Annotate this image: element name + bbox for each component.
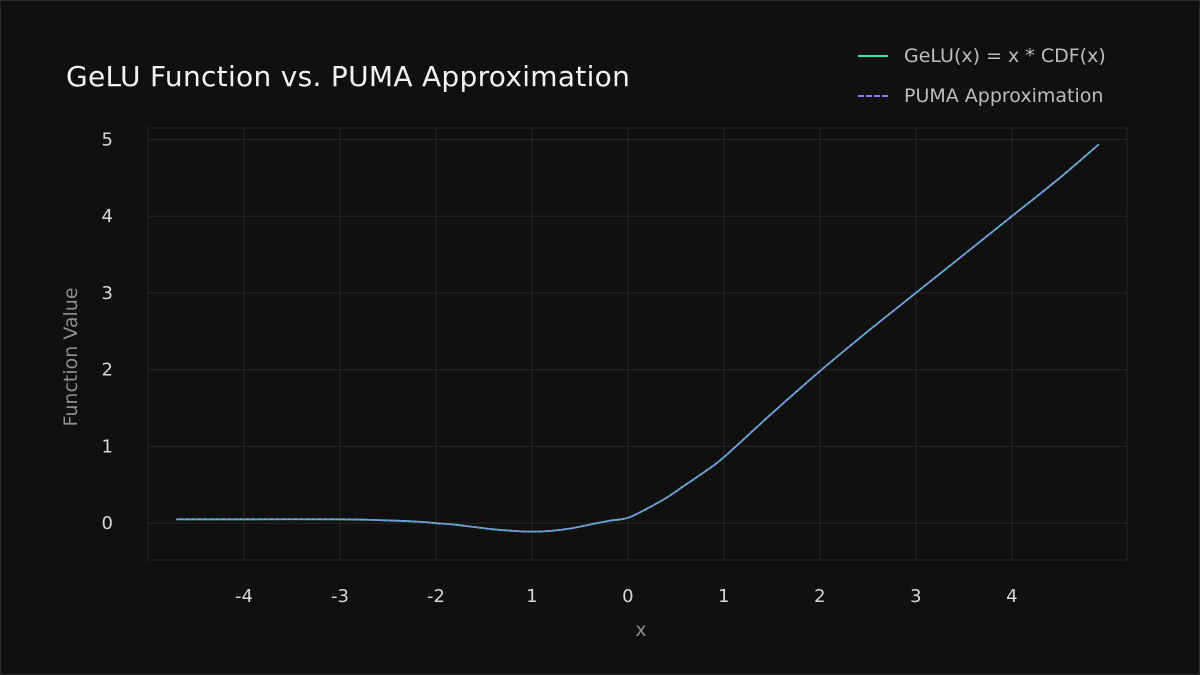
x-tick-label: 0 — [622, 586, 633, 607]
x-tick-label: -4 — [235, 586, 253, 607]
chart-title: GeLU Function vs. PUMA Approximation — [66, 60, 631, 93]
x-tick-label: -2 — [427, 586, 445, 607]
y-tick-label: 0 — [102, 513, 113, 534]
x-tick-labels: -4 -3 -2 1 0 1 2 3 4 — [235, 586, 1018, 607]
series-line-gelu — [175, 143, 1100, 533]
x-tick-label: 3 — [910, 586, 921, 607]
legend-swatch-puma — [858, 95, 888, 97]
legend-label-gelu: GeLU(x) = x * CDF(x) — [904, 45, 1106, 67]
plot-area-border — [147, 127, 1128, 561]
x-tick-label: 4 — [1006, 586, 1017, 607]
series-line-puma — [175, 144, 1100, 533]
y-tick-label: 3 — [102, 283, 113, 304]
y-tick-label: 5 — [102, 130, 113, 151]
legend-swatch-gelu — [858, 55, 888, 57]
x-tick-label: 1 — [718, 586, 729, 607]
x-axis-label: x — [635, 619, 646, 641]
y-tick-labels: 0 1 2 3 4 5 — [102, 130, 113, 535]
grid — [147, 127, 1128, 561]
legend-label-puma: PUMA Approximation — [904, 85, 1104, 107]
x-tick-label: 1 — [526, 586, 537, 607]
y-axis-label: Function Value — [60, 287, 82, 426]
x-tick-label: 2 — [814, 586, 825, 607]
series-lines — [175, 143, 1100, 533]
legend-item-gelu: GeLU(x) = x * CDF(x) — [858, 36, 1128, 76]
x-tick-label: -3 — [331, 586, 349, 607]
legend-item-puma: PUMA Approximation — [858, 76, 1128, 116]
y-tick-label: 4 — [102, 206, 113, 227]
y-tick-label: 1 — [102, 436, 113, 457]
legend: GeLU(x) = x * CDF(x) PUMA Approximation — [858, 36, 1128, 116]
y-tick-label: 2 — [102, 360, 113, 381]
